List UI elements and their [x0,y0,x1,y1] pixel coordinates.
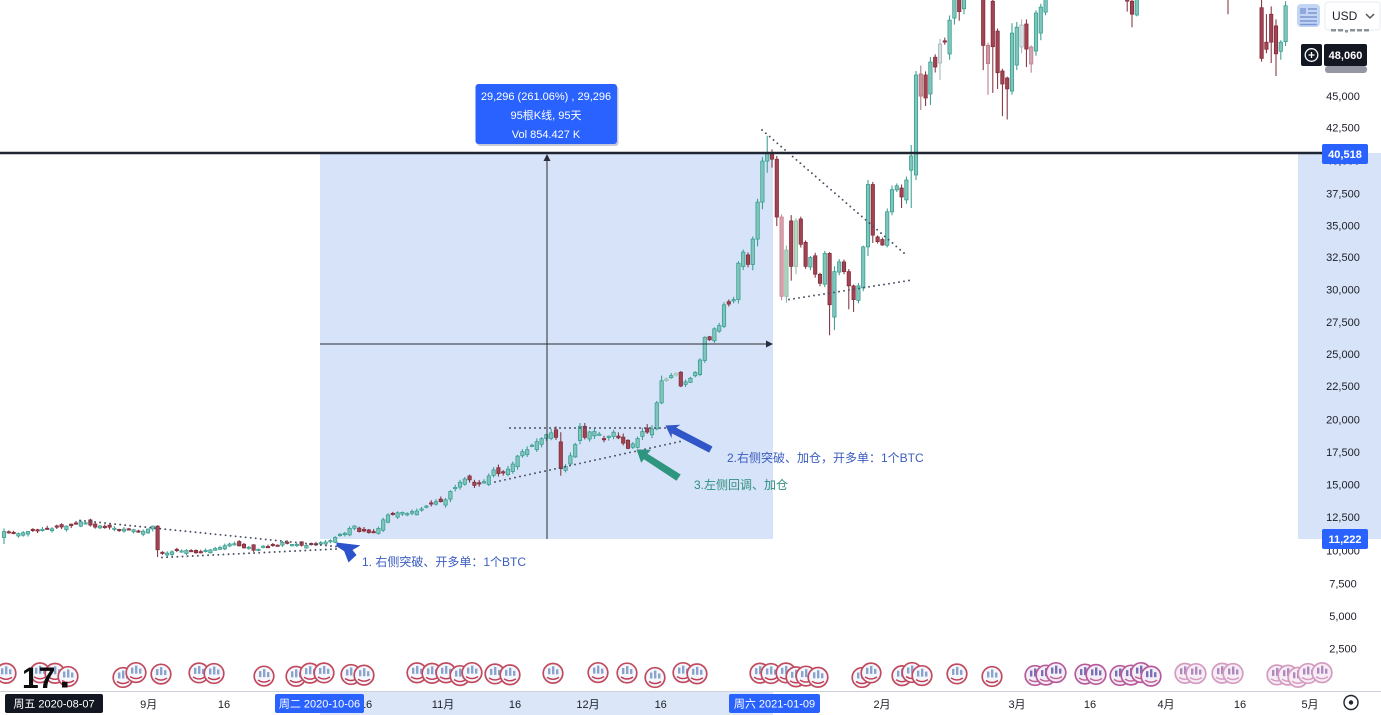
svg-text:15,000: 15,000 [1326,480,1360,492]
svg-text:5,000: 5,000 [1329,611,1357,623]
svg-text:30,000: 30,000 [1326,285,1360,297]
svg-text:20,000: 20,000 [1326,414,1360,426]
svg-text:5月: 5月 [1301,699,1318,711]
svg-text:35,000: 35,000 [1326,220,1360,232]
svg-text:周二 2020-10-06: 周二 2020-10-06 [279,698,360,711]
svg-text:2,500: 2,500 [1329,644,1357,656]
svg-text:12月: 12月 [576,699,599,711]
svg-text:95根K线, 95天: 95根K线, 95天 [511,108,582,122]
svg-text:42,500: 42,500 [1326,123,1360,135]
svg-text:2.右侧突破、加仓，开多单：1个BTC: 2.右侧突破、加仓，开多单：1个BTC [727,450,924,465]
svg-text:27,500: 27,500 [1326,317,1360,329]
svg-text:45,000: 45,000 [1326,91,1360,103]
svg-text:12,500: 12,500 [1326,512,1360,524]
svg-text:USD: USD [1332,9,1358,23]
svg-text:16: 16 [1234,699,1246,711]
svg-text:16: 16 [509,699,521,711]
svg-text:3月: 3月 [1008,699,1025,711]
svg-text:16: 16 [655,699,667,711]
svg-text:Vol 854.427 K: Vol 854.427 K [512,129,581,141]
svg-text:32,500: 32,500 [1326,252,1360,264]
svg-text:7,500: 7,500 [1329,578,1357,590]
svg-text:29,296 (261.06%) , 29,296: 29,296 (261.06%) , 29,296 [481,91,611,103]
svg-text:2月: 2月 [873,699,890,711]
svg-text:17: 17 [22,662,55,695]
svg-text:3.左侧回调、加仓: 3.左侧回调、加仓 [694,477,788,492]
svg-text:22,500: 22,500 [1326,381,1360,393]
svg-text:17,500: 17,500 [1326,447,1360,459]
svg-text:11,222: 11,222 [1328,534,1361,546]
svg-text:4月: 4月 [1157,699,1174,711]
svg-text:16: 16 [1084,699,1096,711]
svg-text:25,000: 25,000 [1326,349,1360,361]
svg-text:37,500: 37,500 [1326,189,1360,201]
svg-text:1. 右侧突破、开多单：1个BTC: 1. 右侧突破、开多单：1个BTC [362,554,526,569]
svg-text:48,060: 48,060 [1329,50,1363,62]
svg-text:16: 16 [218,699,230,711]
svg-text:周五 2020-08-07: 周五 2020-08-07 [13,698,94,711]
svg-text:11月: 11月 [432,699,454,711]
svg-text:9月: 9月 [140,699,157,711]
svg-text:周六 2021-01-09: 周六 2021-01-09 [734,698,815,711]
svg-text:40,518: 40,518 [1328,149,1362,161]
